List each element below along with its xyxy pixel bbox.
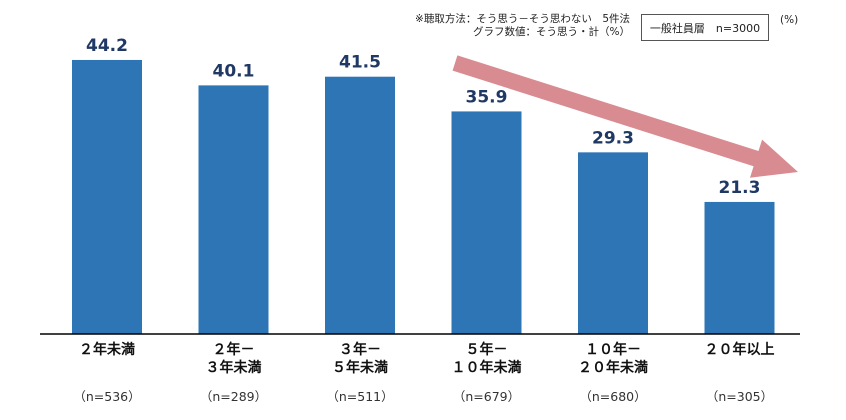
bar	[325, 76, 395, 334]
data-label: 35.9	[466, 87, 508, 107]
category-label: ５年未満	[332, 359, 388, 376]
data-label: 41.5	[339, 53, 381, 73]
category-label: ５年－	[466, 341, 508, 358]
data-label: 29.3	[592, 128, 634, 148]
bar	[72, 59, 142, 335]
sample-size-label: （n=289）	[200, 389, 267, 404]
data-label: 21.3	[719, 178, 761, 198]
data-label: 44.2	[86, 36, 128, 56]
sample-size-label: （n=305）	[706, 389, 773, 404]
method-note: ※聴取方法：そう思う－そう思わない 5件法 グラフ数値：そう思う・計（%）	[380, 13, 630, 39]
sample-size-box: 一般社員層 n=3000	[641, 14, 769, 41]
sample-size-label: （n=680）	[579, 389, 646, 404]
bar	[451, 111, 522, 334]
sample-size-label: （n=536）	[73, 389, 140, 404]
method-note-line-2: グラフ数値：そう思う・計（%）	[473, 26, 630, 38]
trend-arrow	[452, 55, 798, 178]
sample-size-label: （n=511）	[326, 389, 393, 404]
bar	[704, 201, 775, 334]
bar	[578, 152, 648, 334]
bar	[198, 85, 269, 334]
category-label: ２年－	[213, 341, 255, 358]
category-label: １０年－	[585, 341, 641, 358]
category-label: ２０年未満	[578, 359, 648, 376]
category-label: ２０年以上	[705, 341, 775, 358]
unit-label: (%)	[780, 14, 799, 26]
data-label: 40.1	[213, 61, 255, 81]
category-label: ２年未満	[79, 341, 135, 358]
category-label: ３年－	[339, 341, 381, 358]
method-note-line-1: ※聴取方法：そう思う－そう思わない 5件法	[415, 13, 630, 25]
category-label: １０年未満	[452, 359, 522, 376]
sample-size-label: （n=679）	[453, 389, 520, 404]
category-label: ３年未満	[206, 359, 262, 376]
